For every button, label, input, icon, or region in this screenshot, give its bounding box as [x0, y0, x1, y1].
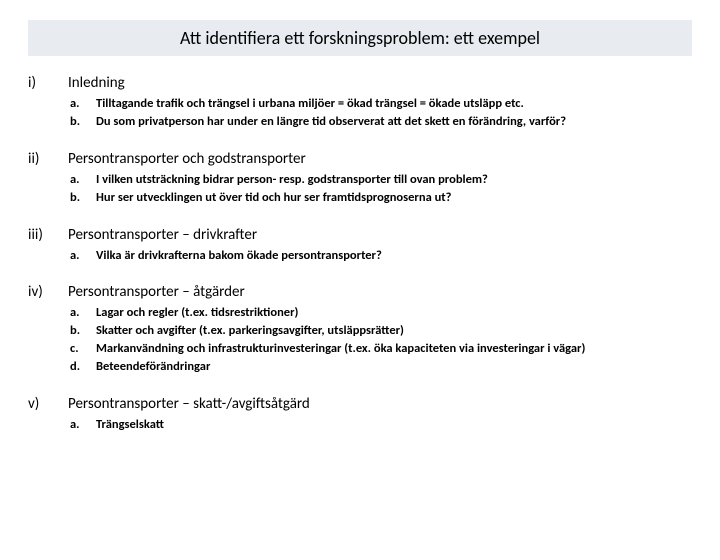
sub-item: b.Du som privatperson har under en längr… — [68, 114, 692, 131]
section-marker: iv) — [28, 283, 68, 377]
sub-item: d.Beteendeförändringar — [68, 359, 692, 376]
sub-text: Lagar och regler (t.ex. tidsrestriktione… — [96, 305, 692, 322]
section-marker: iii) — [28, 226, 68, 266]
slide-content: i)Inledninga.Tilltagande trafik och trän… — [0, 56, 720, 435]
sub-list: a.Lagar och regler (t.ex. tidsrestriktio… — [68, 305, 692, 376]
sub-item: b.Hur ser utvecklingen ut över tid och h… — [68, 190, 692, 207]
sub-marker: a. — [68, 417, 96, 434]
sub-marker: a. — [68, 248, 96, 265]
section: ii)Persontransporter och godstransporter… — [28, 150, 692, 208]
sub-text: Markanvändning och infrastrukturinvester… — [96, 341, 692, 358]
sub-text: Trängselskatt — [96, 417, 692, 434]
section-body: Persontransporter – drivkrafter a.Vilka ä… — [68, 226, 692, 266]
sub-marker: d. — [68, 359, 96, 376]
sub-item: a.Tilltagande trafik och trängsel i urba… — [68, 96, 692, 113]
section-marker: v) — [28, 395, 68, 435]
sub-text: Vilka är drivkrafterna bakom ökade perso… — [96, 248, 692, 265]
sub-text: Du som privatperson har under en längre … — [96, 114, 692, 131]
section-body: Persontransporter – åtgärder a.Lagar och … — [68, 283, 692, 377]
sub-list: a.Vilka är drivkrafterna bakom ökade per… — [68, 248, 692, 265]
section: i)Inledning a.Tilltagande trafik och trän… — [28, 74, 692, 132]
section-body: Persontransporter – skatt-/avgiftsåtgärd… — [68, 395, 692, 435]
sub-item: a.Vilka är drivkrafterna bakom ökade per… — [68, 248, 692, 265]
sub-marker: b. — [68, 190, 96, 207]
sub-marker: a. — [68, 172, 96, 189]
sub-item: a.I vilken utsträckning bidrar person- r… — [68, 172, 692, 189]
section-title: Persontransporter – åtgärder — [68, 283, 692, 301]
sub-item: a.Trängselskatt — [68, 417, 692, 434]
sub-marker: a. — [68, 305, 96, 322]
section-marker: i) — [28, 74, 68, 132]
sub-marker: a. — [68, 96, 96, 113]
sub-marker: b. — [68, 323, 96, 340]
sub-list: a.I vilken utsträckning bidrar person- r… — [68, 172, 692, 207]
section-body: Persontransporter och godstransporter a.I… — [68, 150, 692, 208]
slide-title: Att identifiera ett forskningsproblem: e… — [28, 20, 692, 56]
sub-text: Skatter och avgifter (t.ex. parkeringsav… — [96, 323, 692, 340]
section-title: Persontransporter – skatt-/avgiftsåtgärd — [68, 395, 692, 413]
sub-item: c.Markanvändning och infrastrukturinvest… — [68, 341, 692, 358]
section-marker: ii) — [28, 150, 68, 208]
section-title: Persontransporter och godstransporter — [68, 150, 692, 168]
sub-item: a.Lagar och regler (t.ex. tidsrestriktio… — [68, 305, 692, 322]
sub-marker: c. — [68, 341, 96, 358]
sub-list: a.Tilltagande trafik och trängsel i urba… — [68, 96, 692, 131]
sub-list: a.Trängselskatt — [68, 417, 692, 434]
sub-marker: b. — [68, 114, 96, 131]
section-title: Persontransporter – drivkrafter — [68, 226, 692, 244]
sub-text: Hur ser utvecklingen ut över tid och hur… — [96, 190, 692, 207]
section: v)Persontransporter – skatt-/avgiftsåtgä… — [28, 395, 692, 435]
sub-text: Tilltagande trafik och trängsel i urbana… — [96, 96, 692, 113]
section: iv)Persontransporter – åtgärder a.Lagar o… — [28, 283, 692, 377]
sub-item: b.Skatter och avgifter (t.ex. parkerings… — [68, 323, 692, 340]
section: iii)Persontransporter – drivkrafter a.Vil… — [28, 226, 692, 266]
section-title: Inledning — [68, 74, 692, 92]
section-body: Inledning a.Tilltagande trafik och trängs… — [68, 74, 692, 132]
sub-text: I vilken utsträckning bidrar person- res… — [96, 172, 692, 189]
sub-text: Beteendeförändringar — [96, 359, 692, 376]
